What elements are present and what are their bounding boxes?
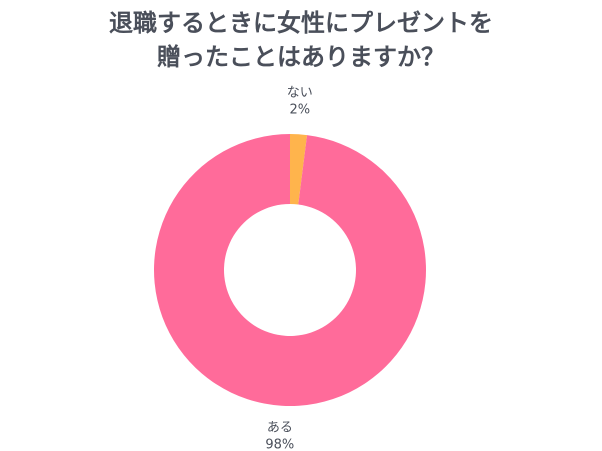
chart-title-line-1: 退職するときに女性にプレゼントを bbox=[109, 9, 493, 37]
slice-value-label-1: 2% bbox=[289, 102, 310, 117]
chart-title-line-2: 贈ったことはありますか？ bbox=[157, 43, 445, 71]
donut-slice-2 bbox=[153, 134, 426, 406]
slice-category-label-1: ない bbox=[287, 85, 313, 100]
donut-labels: ない 2% ある 98% bbox=[265, 85, 312, 451]
donut-slice-1 bbox=[290, 134, 308, 205]
slice-category-label-2: ある bbox=[267, 421, 293, 436]
slice-value-label-2: 98% bbox=[265, 438, 294, 451]
donut-slices bbox=[153, 134, 426, 406]
chart-title: 退職するときに女性にプレゼントを 贈ったことはありますか？ bbox=[0, 6, 602, 74]
